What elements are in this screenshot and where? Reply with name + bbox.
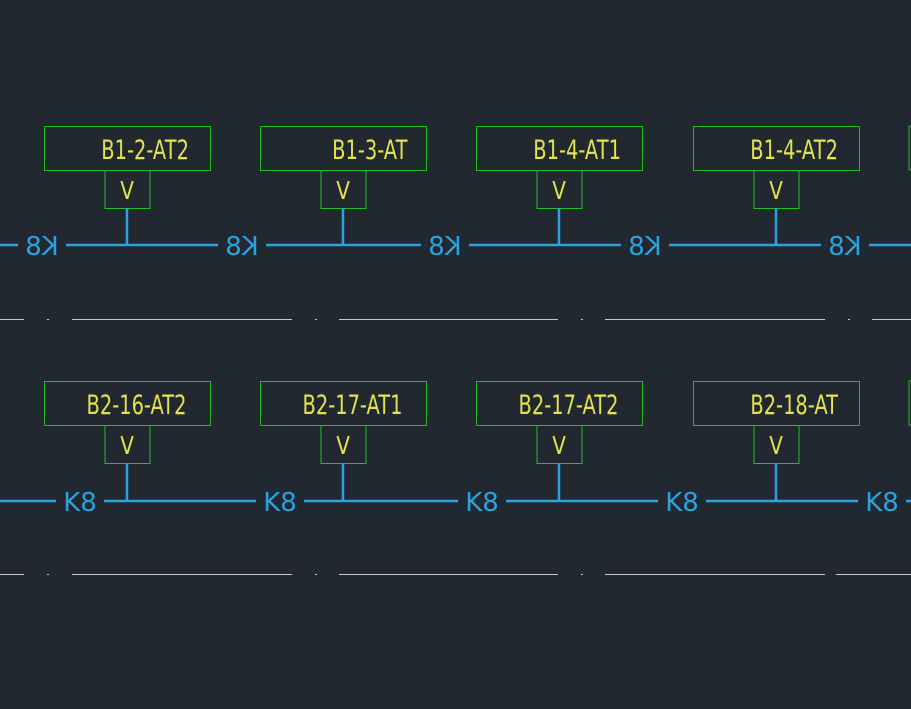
connector-gap: [256, 498, 304, 504]
meter-label: V: [336, 432, 350, 461]
meter-label: V: [120, 432, 134, 461]
breaker-unit[interactable]: B1-4-AT2 V: [693, 126, 860, 246]
unit-label: B1-4-AT2: [750, 134, 838, 166]
unit-label: B1-4-AT1: [533, 134, 621, 166]
connector-label[interactable]: K8: [665, 488, 699, 518]
connector-gap: [658, 498, 706, 504]
connector-label[interactable]: K8: [428, 232, 462, 262]
connector-gap: [56, 498, 104, 504]
meter-label: V: [552, 177, 566, 206]
meter-label: V: [552, 432, 566, 461]
busbar-row-2: K8 K8 K8 K8 K8 B2-16-AT2 V B2-17-AT1 V B2-17-AT2 V…: [0, 380, 911, 518]
breaker-unit[interactable]: B2-17-AT2 V: [476, 381, 643, 502]
breaker-unit[interactable]: B2-17-AT1 V: [260, 381, 427, 502]
unit-label: B2-18-AT: [750, 389, 838, 421]
connector-label[interactable]: K8: [628, 232, 662, 262]
connector-gap: [458, 498, 506, 504]
breaker-unit[interactable]: B1-4-AT1 V: [476, 126, 643, 246]
breaker-unit[interactable]: B2-16-AT2 V: [44, 381, 211, 502]
unit-label: B2-17-AT2: [519, 389, 619, 421]
connector-label[interactable]: K8: [828, 232, 862, 262]
connector-label[interactable]: K8: [225, 232, 259, 262]
meter-label: V: [120, 177, 134, 206]
breaker-unit[interactable]: B2-18-AT V: [693, 381, 860, 502]
unit-label: B1-2-AT2: [101, 134, 189, 166]
cut-off-label-box: [908, 125, 911, 171]
breaker-unit[interactable]: B1-2-AT2 V: [44, 126, 211, 246]
breaker-unit[interactable]: B1-3-AT V: [260, 126, 427, 246]
unit-label: B1-3-AT: [332, 134, 408, 166]
connector-label[interactable]: K8: [25, 232, 59, 262]
meter-label: V: [769, 177, 783, 206]
connector-gap: [421, 242, 469, 248]
connector-label[interactable]: K8: [263, 488, 297, 518]
connector-label[interactable]: K8: [465, 488, 499, 518]
busbar-row-1: K8 K8 K8 K8 K8B1-2-AT2VB1-3-ATVB1-4-AT1VB1-4…: [0, 125, 911, 262]
connector-gap: [18, 242, 66, 248]
connector-label[interactable]: K8: [865, 488, 899, 518]
connector-gap: [218, 242, 266, 248]
unit-label: B2-17-AT1: [303, 389, 403, 421]
meter-label: V: [769, 432, 783, 461]
connector-label[interactable]: K8: [63, 488, 97, 518]
cut-off-label-box: [908, 380, 911, 426]
unit-label: B2-16-AT2: [87, 389, 187, 421]
connector-gap: [858, 498, 906, 504]
connector-gap: [821, 242, 869, 248]
connector-gap: [621, 242, 669, 248]
meter-label: V: [336, 177, 350, 206]
